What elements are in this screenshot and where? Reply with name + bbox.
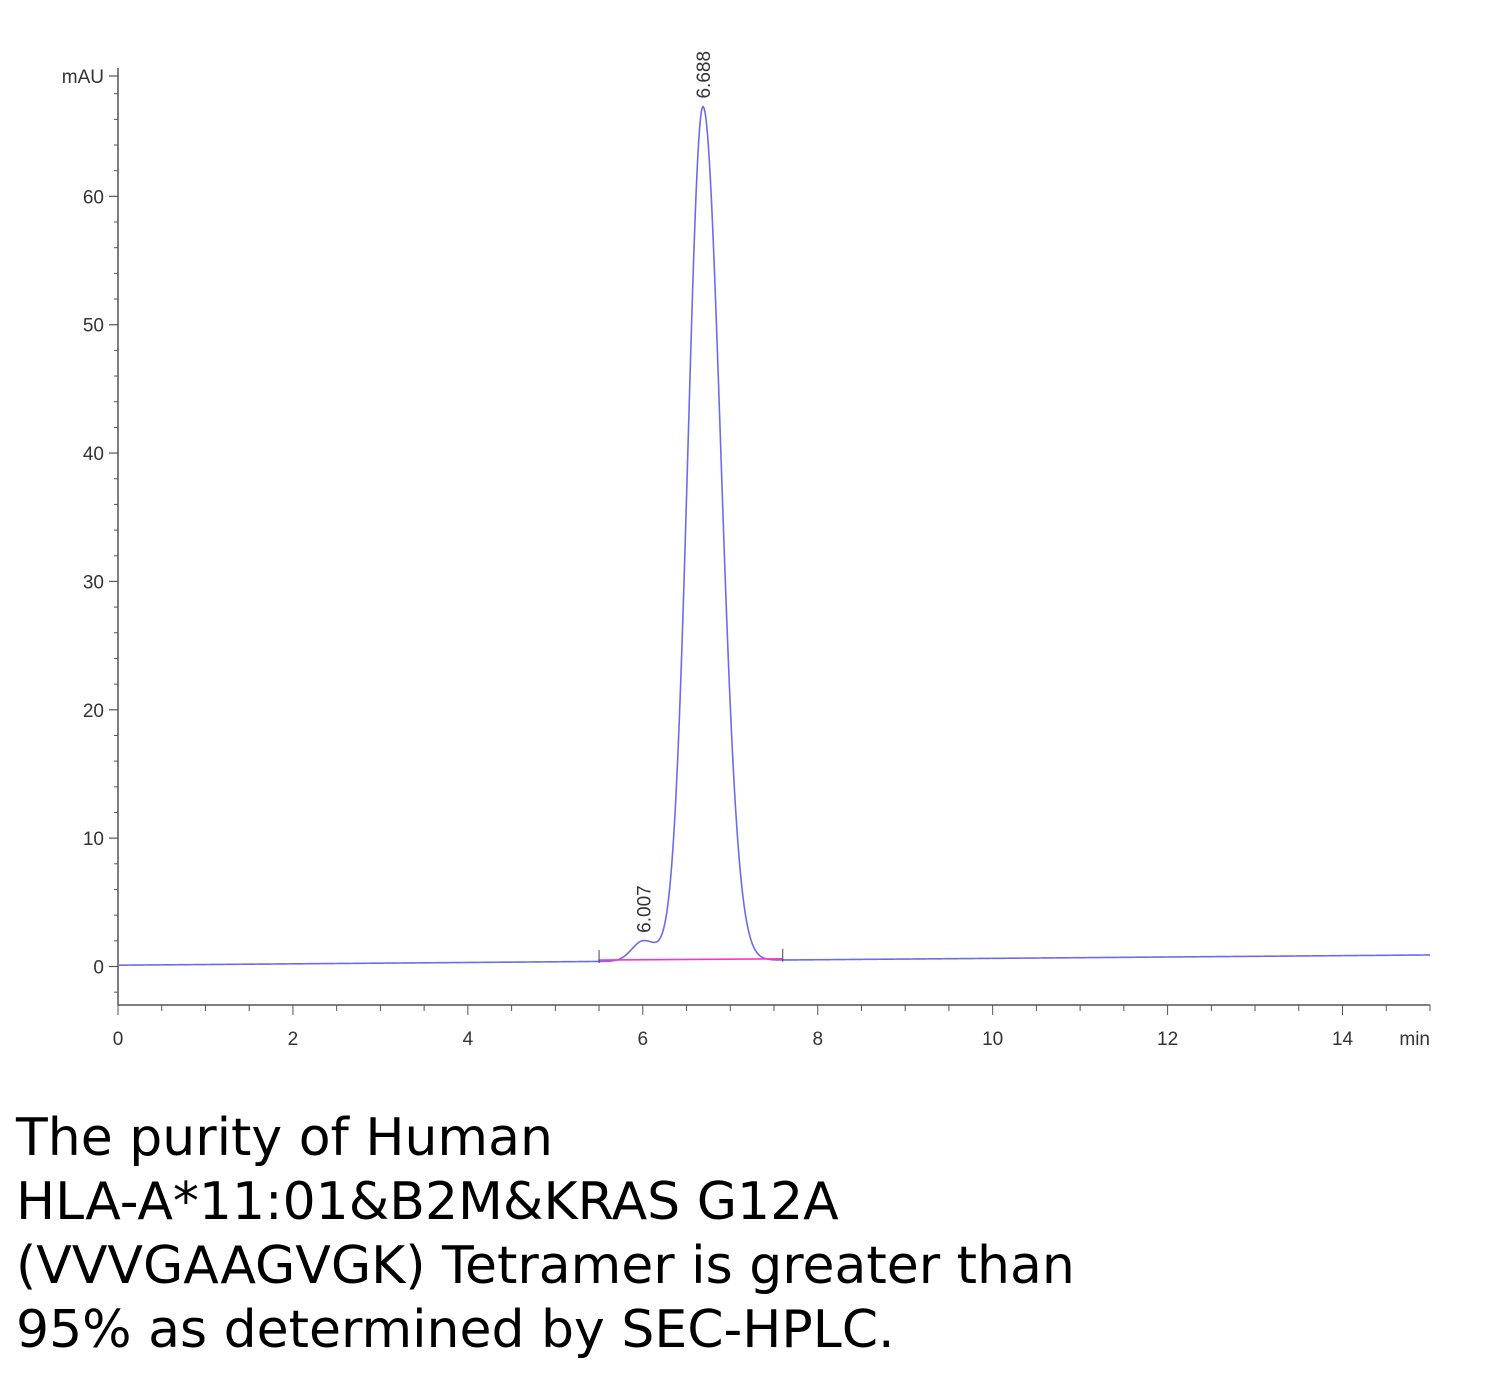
y-tick-label: 30 — [83, 572, 104, 593]
x-tick-label: 10 — [982, 1029, 1003, 1050]
chart-series — [117, 105, 1431, 967]
signal-trace — [117, 105, 1431, 967]
y-tick-label: 0 — [93, 957, 104, 978]
y-tick-label: 50 — [83, 316, 104, 337]
chart-labels: 0 10 20 30 40 50 60 mAU 0 2 4 6 8 10 12 14 min 6.007 6.688 — [62, 51, 1430, 1050]
y-tick-label: 40 — [83, 444, 104, 465]
y-tick-label: 10 — [83, 829, 104, 850]
x-tick-label: 0 — [113, 1029, 124, 1050]
x-tick-label: 8 — [812, 1029, 823, 1050]
y-tick-label: 60 — [83, 187, 104, 208]
x-tick-label: 12 — [1157, 1029, 1178, 1050]
x-tick-label: 2 — [288, 1029, 299, 1050]
chromatogram-chart: 0 10 20 30 40 50 60 mAU 0 2 4 6 8 10 12 14 min 6.007 6.688 — [62, 51, 1431, 1050]
peak-label: 6.007 — [634, 885, 655, 933]
x-tick-label: 6 — [638, 1029, 649, 1050]
y-axis-label: mAU — [62, 67, 104, 88]
caption-line: HLA-A*11:01&B2M&KRAS G12A — [16, 1172, 839, 1232]
x-axis-label: min — [1399, 1029, 1430, 1050]
y-tick-label: 20 — [83, 701, 104, 722]
caption-line: The purity of Human — [16, 1108, 553, 1168]
caption-line: (VVVGAAGVGK) Tetramer is greater than — [16, 1236, 1075, 1296]
integration-baseline — [599, 957, 783, 961]
peak-label: 6.688 — [694, 51, 715, 99]
caption-line: 95% as determined by SEC-HPLC. — [16, 1300, 895, 1360]
chart-axes — [109, 68, 1431, 1015]
x-tick-label: 4 — [463, 1029, 474, 1050]
x-tick-label: 14 — [1332, 1029, 1354, 1050]
figure-caption: The purity of Human HLA-A*11:01&B2M&KRAS… — [16, 1106, 1476, 1362]
